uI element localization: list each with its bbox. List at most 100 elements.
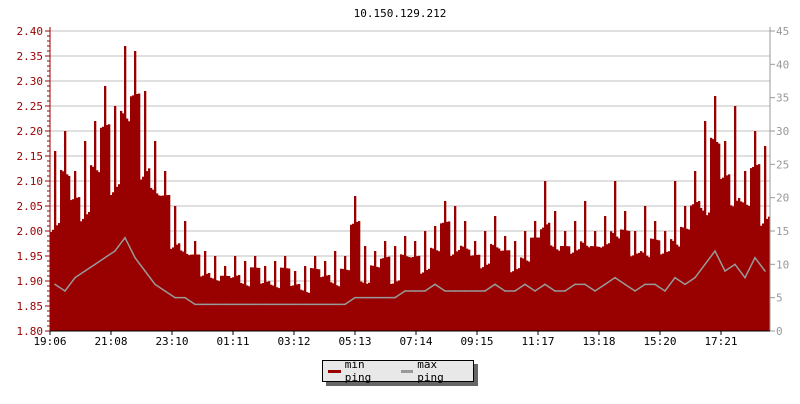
min-ping-bar xyxy=(78,197,81,331)
min-ping-bar xyxy=(106,124,109,331)
min-ping-bar xyxy=(486,264,489,331)
min-ping-bar xyxy=(602,246,605,331)
min-ping-bar xyxy=(256,267,259,331)
max-ping-point xyxy=(484,290,486,292)
min-ping-bar xyxy=(304,266,307,331)
min-ping-bar xyxy=(450,255,453,331)
min-ping-bar xyxy=(86,214,89,331)
min-ping-bar xyxy=(440,223,443,331)
min-ping-bar xyxy=(112,192,115,331)
min-ping-bar xyxy=(676,244,679,331)
min-ping-bar xyxy=(394,246,397,331)
left-tick-label: 1.95 xyxy=(17,250,44,263)
min-ping-bar xyxy=(738,197,741,331)
min-ping-bar xyxy=(268,281,271,331)
min-ping-bar xyxy=(708,212,711,331)
min-ping-bar xyxy=(130,96,133,331)
min-ping-bar xyxy=(728,174,731,331)
min-ping-bar xyxy=(192,254,195,331)
min-ping-bar xyxy=(742,202,745,331)
min-ping-bar xyxy=(472,255,475,331)
min-ping-bar xyxy=(166,195,169,331)
chart-title: 10.150.129.212 xyxy=(354,7,447,20)
min-ping-bar xyxy=(70,200,73,331)
min-ping-bar xyxy=(156,193,159,331)
min-ping-bar xyxy=(366,283,369,331)
legend-label: min ping xyxy=(344,358,372,384)
min-ping-bar xyxy=(746,204,749,331)
min-ping-bar xyxy=(234,256,237,331)
right-tick-label: 25 xyxy=(776,158,789,171)
min-ping-bar xyxy=(740,201,743,331)
min-ping-bar xyxy=(136,94,139,332)
min-ping-bar xyxy=(270,284,273,331)
min-ping-bar xyxy=(526,260,529,331)
min-ping-bar xyxy=(714,96,717,331)
legend-item-max-ping: max ping xyxy=(400,358,470,384)
x-tick-label: 09:15 xyxy=(460,335,493,348)
max-ping-point xyxy=(124,236,126,239)
max-ping-point xyxy=(184,296,186,299)
max-ping-point xyxy=(754,256,756,259)
min-ping-bar xyxy=(410,257,413,331)
min-ping-bar xyxy=(274,261,277,331)
min-ping-bar xyxy=(720,178,723,331)
max-ping-point xyxy=(494,283,496,286)
max-ping-point xyxy=(654,283,656,286)
max-ping-point xyxy=(714,250,716,252)
max-ping-point xyxy=(294,303,296,306)
min-ping-bar xyxy=(716,141,719,331)
min-ping-bar xyxy=(120,110,123,331)
min-ping-bar xyxy=(704,121,707,331)
min-ping-bar xyxy=(290,286,293,331)
min-ping-bar xyxy=(750,168,753,331)
min-ping-bar xyxy=(628,230,631,331)
min-ping-bar xyxy=(476,254,479,331)
min-ping-bar xyxy=(186,253,189,331)
min-ping-bar xyxy=(758,164,761,331)
min-ping-bar xyxy=(638,252,641,331)
min-ping-bar xyxy=(422,272,425,331)
min-ping-bar xyxy=(562,246,565,331)
min-ping-bar xyxy=(90,165,93,331)
min-ping-bar xyxy=(428,268,431,331)
min-ping-bar xyxy=(182,251,185,331)
min-ping-bar xyxy=(140,179,143,331)
min-ping-bar xyxy=(336,285,339,331)
min-ping-bar xyxy=(764,146,767,331)
max-ping-point xyxy=(74,276,76,279)
min-ping-bar xyxy=(330,282,333,331)
min-ping-bar xyxy=(594,231,597,331)
min-ping-bar xyxy=(614,181,617,331)
min-ping-bar xyxy=(298,283,301,331)
min-ping-bar xyxy=(252,267,255,331)
min-ping-bar xyxy=(168,195,171,331)
min-ping-bar xyxy=(364,246,367,331)
max-ping-point xyxy=(354,296,356,299)
min-ping-bar xyxy=(510,272,513,331)
min-ping-bar xyxy=(346,269,349,331)
min-ping-bar xyxy=(150,187,153,331)
min-ping-bar xyxy=(332,283,335,331)
min-ping-bar xyxy=(190,254,193,331)
x-tick-label: 23:10 xyxy=(155,335,188,348)
min-ping-bar xyxy=(388,256,391,331)
max-ping-point xyxy=(224,303,226,306)
min-ping-bar xyxy=(588,247,591,331)
min-ping-bar xyxy=(316,268,319,331)
min-ping-bar xyxy=(284,256,287,331)
min-ping-bar xyxy=(354,196,357,331)
left-tick-label: 2.30 xyxy=(17,75,44,88)
left-tick-label: 2.10 xyxy=(17,175,44,188)
min-ping-bar xyxy=(384,241,387,331)
min-ping-bar xyxy=(460,245,463,331)
min-ping-bar xyxy=(334,251,337,331)
min-ping-bar xyxy=(426,269,429,331)
min-ping-bar xyxy=(142,176,145,331)
max-ping-point xyxy=(564,290,566,292)
min-ping-bar xyxy=(310,268,313,331)
min-ping-bar xyxy=(198,254,201,331)
min-ping-bar xyxy=(528,261,531,331)
min-ping-bar xyxy=(350,224,353,331)
